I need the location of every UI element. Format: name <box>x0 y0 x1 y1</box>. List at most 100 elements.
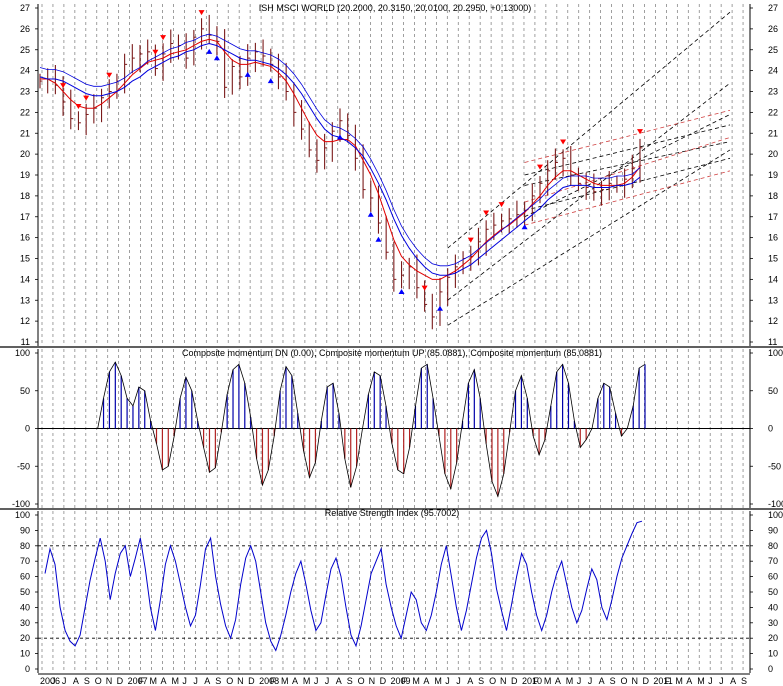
y-tick-label-left: 70 <box>20 556 30 566</box>
signal-down-arrow <box>398 288 405 294</box>
signal-up-arrow <box>498 202 505 208</box>
x-tick-label: J <box>51 676 56 686</box>
y-tick-label-left: 20 <box>20 149 30 159</box>
signal-up-arrow <box>152 49 159 55</box>
x-tick-label: A <box>555 676 561 686</box>
x-tick-label: D <box>380 676 387 686</box>
x-tick-label: S <box>478 676 484 686</box>
x-tick-label: J <box>456 676 461 686</box>
x-tick-label: S <box>215 676 221 686</box>
x-tick-label: M <box>281 676 289 686</box>
price-panel: 11 11 12 12 13 13 14 14 15 15 16 16 17 17 18 18 19 19 20 20… <box>20 3 778 347</box>
x-tick-label: M <box>412 676 420 686</box>
x-tick-label: A <box>730 676 736 686</box>
y-tick-label-left: 17 <box>20 212 30 222</box>
y-tick-label-left: 19 <box>20 170 30 180</box>
y-tick-label-right: 20 <box>768 633 778 643</box>
y-tick-label-left: 21 <box>20 128 30 138</box>
signal-up-arrow <box>483 210 490 216</box>
y-tick-label-left: 15 <box>20 254 30 264</box>
y-tick-label-left: 10 <box>20 649 30 659</box>
y-tick-label-right: 14 <box>768 274 778 284</box>
y-tick-label-left: 50 <box>20 386 30 396</box>
y-tick-label-right: 20 <box>768 149 778 159</box>
momentum-bars <box>38 361 750 498</box>
y-tick-label-right: 26 <box>768 24 778 34</box>
y-tick-label-left: 50 <box>20 587 30 597</box>
y-tick-label-right: 60 <box>768 572 778 582</box>
y-tick-label-left: 100 <box>15 510 30 520</box>
channel-line <box>524 124 731 176</box>
x-tick-label: J <box>182 676 187 686</box>
price-y-tick-labels: 11 11 12 12 13 13 14 14 15 15 16 16 17 17 18 18 19 19 20 20… <box>20 3 778 347</box>
y-tick-label-right: 12 <box>768 316 778 326</box>
y-tick-label-left: 90 <box>20 525 30 535</box>
x-tick-label: M <box>566 676 574 686</box>
signal-up-arrow <box>198 10 205 16</box>
x-tick-label: F <box>139 676 145 686</box>
y-tick-label-left: 23 <box>20 87 30 97</box>
x-tick-label: J <box>708 676 713 686</box>
rsi-line <box>44 520 643 652</box>
y-tick-label-left: 12 <box>20 316 30 326</box>
y-tick-label-right: 50 <box>768 587 778 597</box>
signal-up-arrow <box>560 139 567 145</box>
y-tick-label-left: 11 <box>21 337 30 347</box>
x-tick-label: A <box>73 676 79 686</box>
channel-line <box>524 141 731 186</box>
x-axis-band <box>38 675 750 686</box>
rsi-line-group <box>38 520 750 652</box>
y-tick-label-right: 23 <box>768 87 778 97</box>
x-tick-label: A <box>423 676 429 686</box>
y-tick-label-left: -100 <box>12 499 30 509</box>
x-tick-label: A <box>599 676 605 686</box>
panel-frames <box>0 4 783 675</box>
x-tick-label: M <box>675 676 683 686</box>
y-tick-label-left: 80 <box>20 541 30 551</box>
signal-down-arrow <box>267 78 274 84</box>
rsi-title: Relative Strength Index (95.7002) <box>325 508 460 518</box>
channel-line <box>524 170 731 226</box>
x-tick-label: M <box>150 676 158 686</box>
x-tick-label: D <box>642 676 649 686</box>
x-tick-label: D <box>117 676 124 686</box>
y-tick-label-right: 17 <box>768 212 778 222</box>
momentum-y-tick-labels: -100 -100 -50 -50 0 0 50 50 100 100 <box>12 348 783 509</box>
y-tick-label-right: 18 <box>768 191 778 201</box>
signal-down-arrow <box>244 71 251 77</box>
y-tick-label-right: 15 <box>768 254 778 264</box>
y-tick-label-right: 40 <box>768 602 778 612</box>
x-tick-label: 2007 <box>128 676 148 686</box>
signal-up-arrow <box>75 104 82 110</box>
y-tick-label-right: 27 <box>768 3 778 13</box>
x-tick-label: J <box>577 676 582 686</box>
y-tick-label-right: 16 <box>768 233 778 243</box>
y-tick-label-left: 40 <box>20 602 30 612</box>
channel-line <box>447 149 731 326</box>
y-tick-label-left: 30 <box>20 618 30 628</box>
y-tick-label-right: 11 <box>768 337 777 347</box>
x-tick-label: S <box>610 676 616 686</box>
y-tick-label-left: -50 <box>17 461 30 471</box>
y-tick-label-right: 90 <box>768 525 778 535</box>
rsi-panel: 0 0 10 10 20 20 30 30 40 40 50 50 60 60 70 70 80 80 90 90 10… <box>15 508 783 674</box>
x-tick-label: F <box>664 676 670 686</box>
signal-up-arrow <box>160 35 167 41</box>
x-tick-label: M <box>434 676 442 686</box>
x-tick-label: F <box>401 676 407 686</box>
y-tick-label-right: 13 <box>768 295 778 305</box>
y-tick-label-left: 13 <box>20 295 30 305</box>
signal-up-arrow <box>60 83 67 89</box>
y-tick-label-right: 25 <box>768 45 778 55</box>
y-tick-label-right: 0 <box>768 664 773 674</box>
channel-line <box>447 11 731 249</box>
x-tick-label: D <box>511 676 518 686</box>
y-tick-label-right: 50 <box>768 386 778 396</box>
y-tick-label-right: 19 <box>768 170 778 180</box>
x-tick-label: J <box>193 676 198 686</box>
y-tick-label-right: 22 <box>768 107 778 117</box>
y-tick-label-left: 60 <box>20 572 30 582</box>
x-tick-label: M <box>697 676 705 686</box>
y-tick-label-left: 0 <box>25 664 30 674</box>
